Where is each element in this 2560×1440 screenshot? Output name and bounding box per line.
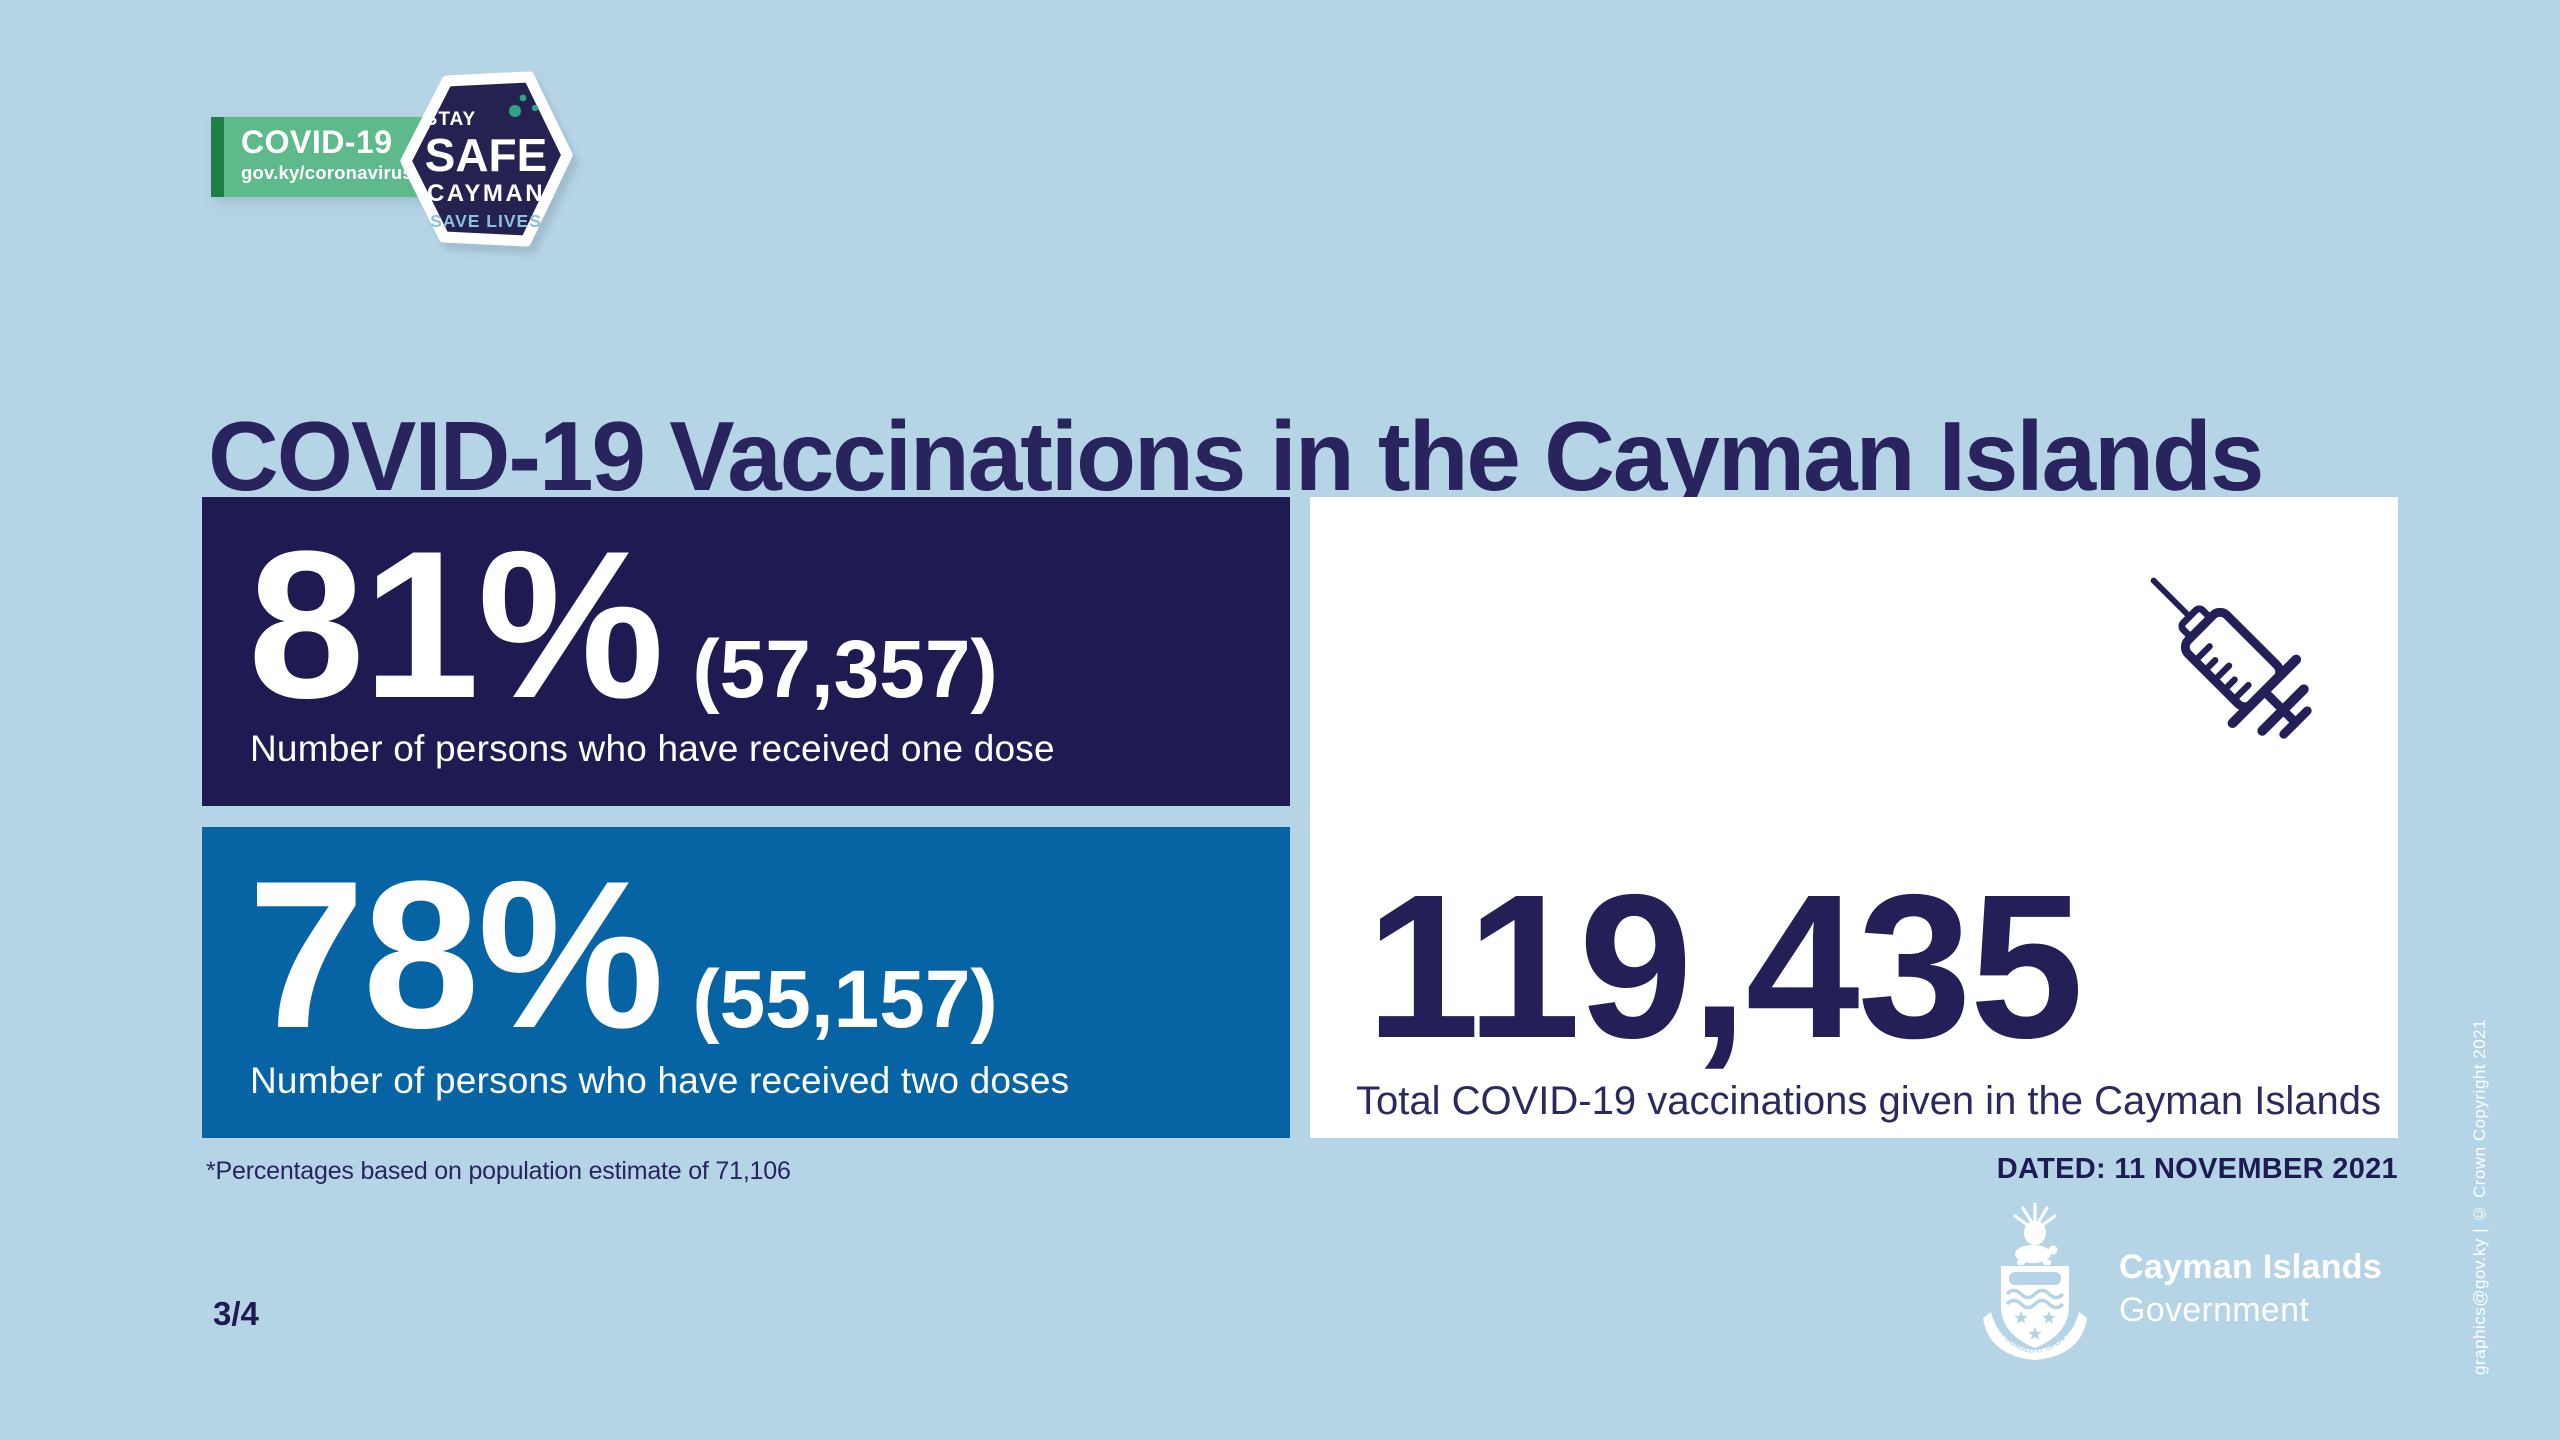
cayman-gov-logo: HE HATH FOUNDED IT UPON THE SEAS Cayman … [1973,1200,2382,1368]
total-vaccinations-label: Total COVID-19 vaccinations given in the… [1356,1079,2381,1123]
one-dose-card: 81% (57,357) Number of persons who have … [202,497,1290,806]
badge-text: STAY SAFE CAYMAN SAVE LIVES [398,110,574,231]
covid19-banner: COVID-19 gov.ky/coronavirus [211,117,427,197]
banner-url: gov.ky/coronavirus [241,162,413,183]
gov-name: Cayman Islands [2119,1248,2383,1286]
badge-line-safe: SAFE [424,129,548,181]
population-footnote: *Percentages based on population estimat… [206,1157,791,1185]
banner-text: COVID-19 gov.ky/coronavirus [241,126,413,183]
hexagon-icon [400,71,573,247]
total-vaccinations-value: 119,435 [1366,852,2084,1081]
gov-suffix: Government [2119,1291,2310,1329]
two-doses-card: 78% (55,157) Number of persons who have … [202,827,1290,1138]
two-doses-label: Number of persons who have received two … [250,1060,1070,1101]
bubble-dot-icon [519,94,527,102]
gov-logo-text: Cayman Islands Government [2119,1250,2382,1327]
banner-title: COVID-19 [241,124,393,160]
copyright-vertical-text: graphics@gov.ky | © Crown Copyright 2021 [2470,1018,2489,1375]
syringe-icon [2150,577,2312,739]
one-dose-stat-row: 81% (57,357) [248,520,998,730]
bubble-dot-icon [509,105,521,117]
total-vaccinations-card: 119,435 Total COVID-19 vaccinations give… [1310,497,2398,1138]
bubble-dot-icon [531,104,539,112]
one-dose-percent: 81% [248,507,664,742]
page-title: COVID-19 Vaccinations in the Cayman Isla… [208,400,2264,511]
one-dose-label: Number of persons who have received one … [250,728,1055,769]
coat-of-arms-icon: HE HATH FOUNDED IT UPON THE SEAS [1973,1200,2087,1360]
two-doses-stat-row: 78% (55,157) [248,850,998,1060]
two-doses-count: (55,157) [692,954,998,1045]
badge-line-stay: STAY [424,109,477,130]
dated-label: DATED: 11 NOVEMBER 2021 [1996,1153,2398,1185]
stay-safe-cayman-badge: STAY SAFE CAYMAN SAVE LIVES [398,64,574,256]
badge-line-cayman: CAYMAN [426,180,546,207]
two-doses-percent: 78% [248,837,664,1072]
one-dose-count: (57,357) [692,624,998,715]
page-indicator: 3/4 [213,1295,259,1332]
banner-accent-strip [211,117,224,197]
badge-line-save-lives: SAVE LIVES [430,211,542,231]
